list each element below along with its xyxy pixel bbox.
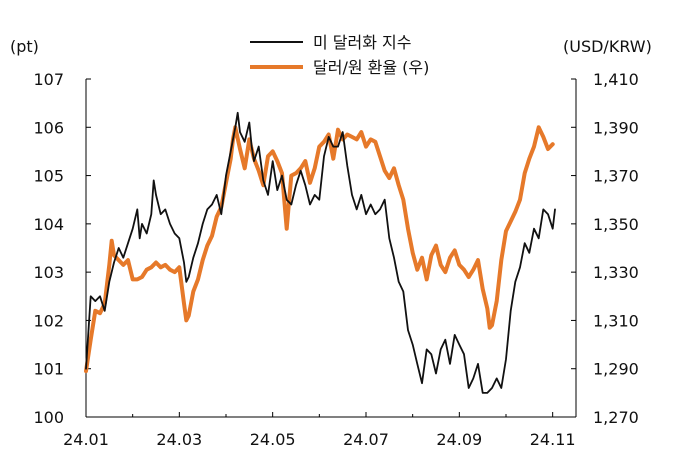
right-axis-unit: (USD/KRW)	[563, 37, 652, 56]
right-tick-label: 1,330	[593, 263, 639, 282]
right-tick-label: 1,370	[593, 167, 639, 186]
dollar-index-line	[85, 111, 556, 394]
left-tick-label: 104	[33, 215, 64, 234]
x-axis: 24.01 24.03 24.05 24.07 24.09 24.11	[63, 412, 576, 449]
krw-line	[84, 125, 555, 374]
x-tick-label: 24.05	[250, 430, 296, 449]
right-tick-label: 1,390	[593, 118, 639, 137]
left-tick-label: 102	[33, 311, 64, 330]
right-tick-label: 1,410	[593, 70, 639, 89]
left-tick-label: 107	[33, 70, 64, 89]
x-tick-label: 24.11	[530, 430, 576, 449]
x-tick-label: 24.01	[63, 430, 109, 449]
left-tick-label: 103	[33, 263, 64, 282]
right-tick-label: 1,350	[593, 215, 639, 234]
x-tick-label: 24.03	[156, 430, 202, 449]
left-tick-label: 105	[33, 167, 64, 186]
x-tick-label: 24.07	[343, 430, 389, 449]
left-tick-label: 100	[33, 408, 64, 427]
right-tick-label: 1,310	[593, 311, 639, 330]
series-lines	[84, 111, 556, 394]
left-tick-label: 101	[33, 360, 64, 379]
legend-label-krw: 달러/원 환율 (우)	[313, 58, 429, 77]
left-axis-unit: (pt)	[10, 37, 39, 56]
legend-label-dollar-index: 미 달러화 지수	[313, 33, 412, 52]
left-tick-label: 106	[33, 118, 64, 137]
right-axis: 1,410 1,390 1,370 1,350 1,330 1,310 1,290 1,270	[571, 70, 639, 427]
right-tick-label: 1,270	[593, 408, 639, 427]
right-tick-label: 1,290	[593, 360, 639, 379]
x-tick-label: 24.09	[436, 430, 482, 449]
left-axis: 107 106 105 104 103 102 101 100	[33, 70, 91, 427]
